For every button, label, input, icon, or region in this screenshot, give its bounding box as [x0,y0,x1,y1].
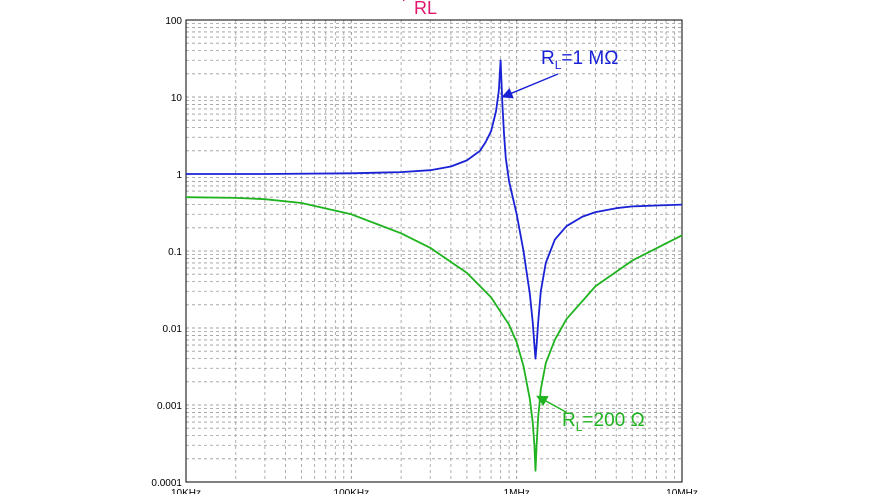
y-tick-label: 10 [171,93,183,104]
y-axis-labels: 100 10 1 0.1 0.01 0.001 0.0001 [151,16,182,489]
y-tick-label: 0.0001 [151,478,182,489]
x-tick-label: 1MHz [504,488,530,494]
x-tick-label: 10MHz [666,488,698,494]
x-tick-label: 10KHz [171,488,201,494]
annotation-arrow [536,395,567,413]
y-tick-label: 0.01 [163,324,183,335]
annotation-label: RL=200 Ω [562,410,645,434]
plot-frame [185,19,683,483]
chart-title: ' RL [402,0,437,18]
series-line-1 [186,59,683,360]
title-prefix: ' [402,0,405,14]
annotations: RL=1 MΩ RL=200 Ω [501,48,645,434]
y-tick-label: 0.001 [157,401,182,412]
x-tick-label: 100KHz [334,488,370,494]
y-tick-label: 1 [176,170,182,181]
y-tick-label: 0.1 [168,247,182,258]
annotation-label: RL=1 MΩ [541,48,618,72]
series-layer [185,59,683,472]
title-text: RL [414,0,437,18]
y-tick-label: 100 [165,16,182,27]
grid [185,19,683,483]
annotation-arrow [501,73,559,99]
series-line-2 [185,196,683,472]
x-axis-labels: 10KHz 100KHz 1MHz 10MHz [171,488,698,494]
